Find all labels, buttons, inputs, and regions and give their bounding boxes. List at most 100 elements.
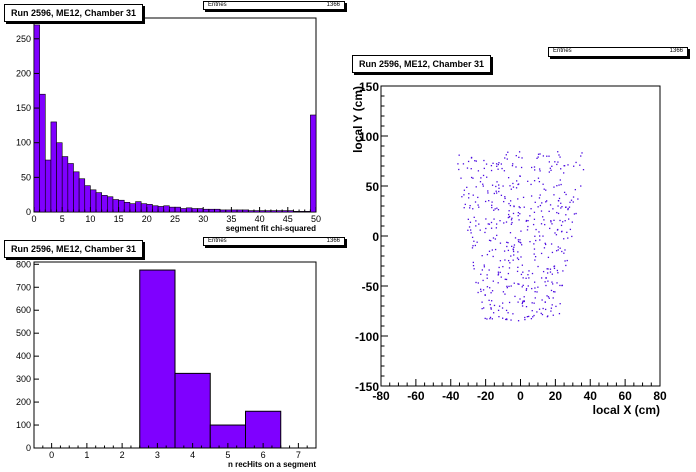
xy-point bbox=[474, 244, 476, 247]
xy-point bbox=[544, 301, 546, 303]
xy-point bbox=[540, 312, 542, 315]
xy-point bbox=[512, 250, 515, 253]
xy-point bbox=[525, 289, 528, 291]
xy-point bbox=[527, 285, 529, 287]
xy-point bbox=[500, 163, 503, 165]
xy-point bbox=[502, 291, 505, 293]
xy-point bbox=[490, 292, 492, 294]
nhits-entries-value: 1366 bbox=[326, 238, 340, 244]
xy-ytick-label: 150 bbox=[359, 80, 379, 94]
xy-point bbox=[531, 310, 533, 312]
xy-point bbox=[548, 210, 550, 213]
xy-point bbox=[482, 279, 484, 282]
xy-point bbox=[470, 232, 472, 234]
nhits-ytick-label: 800 bbox=[16, 259, 31, 269]
xy-point bbox=[521, 157, 523, 159]
chi2-bar bbox=[281, 210, 289, 213]
xy-point bbox=[581, 152, 583, 154]
xy-point bbox=[513, 254, 515, 256]
xy-point bbox=[543, 247, 546, 249]
xy-point bbox=[517, 320, 520, 322]
xy-point bbox=[528, 315, 530, 318]
xy-point bbox=[504, 157, 506, 159]
xy-point bbox=[534, 259, 536, 261]
xy-point bbox=[558, 184, 560, 186]
xy-point bbox=[568, 218, 570, 220]
xy-point bbox=[550, 169, 552, 171]
xy-point bbox=[534, 287, 536, 289]
xy-point bbox=[573, 165, 575, 167]
xy-point bbox=[565, 206, 567, 208]
xy-point bbox=[513, 246, 515, 248]
xy-point bbox=[546, 155, 548, 157]
xy-point bbox=[519, 175, 521, 177]
xy-point bbox=[516, 270, 519, 273]
xy-point bbox=[580, 155, 582, 157]
xy-point bbox=[497, 273, 500, 275]
xy-point bbox=[470, 157, 473, 159]
xy-point bbox=[525, 277, 527, 279]
chi2-bar bbox=[214, 208, 221, 213]
chi2-xtick-label: 5 bbox=[60, 214, 65, 224]
nhits-ytick-label: 0 bbox=[26, 443, 31, 453]
xy-point bbox=[558, 197, 561, 200]
xy-point bbox=[472, 194, 474, 196]
xy-point bbox=[495, 192, 498, 194]
xy-point bbox=[565, 264, 567, 267]
xy-ytick-label: -100 bbox=[355, 330, 379, 344]
xy-point bbox=[502, 302, 504, 304]
xy-point bbox=[569, 228, 572, 231]
xy-point bbox=[524, 316, 526, 319]
xy-point bbox=[537, 206, 539, 208]
xy-point bbox=[541, 202, 543, 204]
xy-point bbox=[529, 240, 531, 243]
xy-point bbox=[533, 180, 536, 182]
xy-point bbox=[540, 277, 543, 279]
xy-point bbox=[519, 298, 521, 300]
xy-point bbox=[518, 151, 521, 153]
xy-point bbox=[507, 259, 510, 262]
xy-point bbox=[582, 169, 585, 171]
xy-point bbox=[534, 297, 536, 299]
xy-point bbox=[567, 207, 569, 210]
xy-point bbox=[544, 243, 547, 246]
xy-point bbox=[563, 191, 566, 194]
xy-point bbox=[549, 271, 552, 273]
xy-point bbox=[484, 317, 486, 320]
xy-point bbox=[557, 249, 559, 251]
chi2-bar bbox=[253, 210, 260, 213]
xy-point bbox=[519, 241, 521, 244]
xy-point bbox=[475, 220, 477, 222]
xy-point bbox=[539, 170, 541, 172]
xy-point bbox=[536, 157, 538, 160]
xy-point bbox=[517, 283, 519, 285]
xy-point bbox=[542, 183, 544, 185]
xy-point bbox=[517, 240, 520, 243]
xy-point bbox=[504, 293, 506, 295]
chi2-bar bbox=[231, 209, 238, 213]
xy-point bbox=[557, 228, 559, 231]
xy-point bbox=[533, 218, 536, 220]
xy-point bbox=[500, 194, 503, 196]
xy-point bbox=[506, 318, 508, 320]
xy-point bbox=[478, 206, 480, 208]
xy-point bbox=[553, 265, 555, 268]
xy-point bbox=[483, 264, 485, 266]
xy-point bbox=[509, 204, 512, 207]
chi2-ytick-label: 150 bbox=[16, 103, 31, 113]
xy-point bbox=[497, 309, 500, 312]
xy-point bbox=[463, 189, 466, 191]
xy-point bbox=[477, 291, 479, 294]
xy-point bbox=[519, 213, 521, 215]
chi2-panel: 0 50 100 150 200 250 0 5 10 15 20 25 30 35 40 45 50 segme… bbox=[0, 0, 348, 236]
xy-point bbox=[562, 270, 564, 272]
xy-point bbox=[466, 167, 469, 169]
xy-point bbox=[504, 197, 506, 200]
xy-point bbox=[532, 316, 534, 318]
chi2-bar bbox=[33, 24, 40, 213]
xy-point bbox=[492, 312, 495, 314]
xy-point bbox=[475, 225, 477, 227]
xy-point bbox=[481, 269, 483, 271]
xy-point bbox=[553, 219, 555, 221]
